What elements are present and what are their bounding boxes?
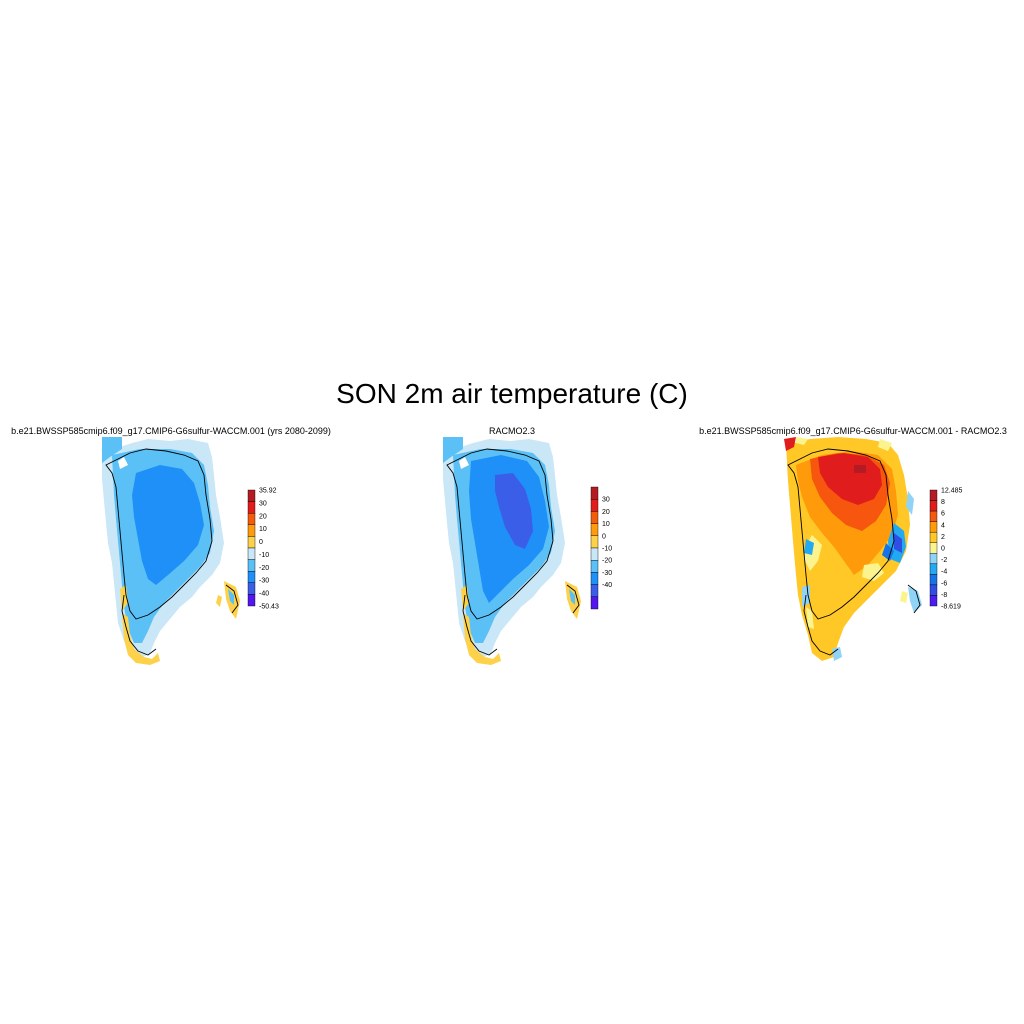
colorbar-swatch (929, 489, 938, 501)
colorbar-swatch (929, 553, 938, 565)
colorbar-swatch (247, 594, 256, 607)
colorbar-label: -40 (259, 591, 269, 598)
colorbar-label: 8 (941, 499, 945, 506)
colorbar-swatch (929, 595, 938, 607)
greenland-shading (102, 437, 240, 665)
colorbar-label: -10 (602, 546, 612, 553)
colorbar-swatch (929, 521, 938, 533)
colorbar-label: -2 (941, 557, 947, 564)
coastline (446, 448, 554, 620)
colorbar-swatch (929, 500, 938, 512)
colorbar-swatch (590, 572, 599, 585)
colorbar-label: 30 (602, 497, 610, 504)
colorbar-label: 35.92 (259, 488, 277, 495)
colorbar-label: -6 (941, 580, 947, 587)
svalbard-coastline (907, 584, 921, 614)
colorbar-swatch (247, 547, 256, 560)
map-panel-racmo (443, 437, 581, 665)
colorbar-label: 30 (259, 500, 267, 507)
figure-title: SON 2m air temperature (C) (336, 378, 688, 409)
colorbar-label: -20 (259, 565, 269, 572)
colorbar-swatch (247, 536, 256, 549)
colorbar-label: 0 (259, 539, 263, 546)
colorbar-swatch (929, 510, 938, 522)
colorbar-label: 2 (941, 534, 945, 541)
colorbar-swatch (929, 563, 938, 575)
map-panel-model (102, 437, 240, 665)
colorbar-swatch (247, 582, 256, 595)
panel-title-difference: b.e21.BWSSP585cmip6.f09_g17.CMIP6-G6sulf… (699, 426, 1007, 436)
colorbar-swatch (590, 584, 599, 597)
greenland-shading (443, 437, 581, 665)
colorbar-label: 20 (259, 513, 267, 520)
colorbar-label: 10 (602, 521, 610, 528)
southern-coastline (803, 594, 839, 656)
colorbar-swatch (929, 542, 938, 554)
svalbard-coastline (225, 584, 239, 614)
colorbar-swatch (929, 584, 938, 596)
colorbar-swatch (590, 559, 599, 573)
coastline (105, 448, 213, 620)
coastline (787, 448, 895, 620)
difference-shading (784, 437, 922, 661)
panel-title-model: b.e21.BWSSP585cmip6.f09_g17.CMIP6-G6sulf… (11, 426, 331, 436)
colorbar-label: 6 (941, 511, 945, 518)
colorbar-swatch (247, 489, 256, 502)
colorbar-swatch (590, 535, 599, 549)
colorbar-swatch (590, 596, 599, 610)
colorbar-swatch (590, 498, 599, 512)
southern-coastline (121, 594, 157, 656)
colorbar-label: -8.619 (941, 604, 961, 611)
panel-title-racmo: RACMO2.3 (488, 426, 536, 436)
colorbar-swatch (929, 531, 938, 543)
colorbar-swatch (590, 547, 599, 561)
colorbar-label: -20 (602, 558, 612, 565)
southern-coastline (462, 594, 498, 656)
colorbar-swatch (590, 523, 599, 536)
colorbar-label: 4 (941, 522, 945, 529)
svalbard-coastline (566, 584, 580, 614)
colorbar-label: -30 (259, 578, 269, 585)
colorbar-difference: 12.485 8 6 4 2 0 -2 -4 -6 -8 -8.619 (929, 488, 963, 611)
colorbar-swatch (590, 511, 599, 524)
colorbar-label: 10 (259, 526, 267, 533)
colorbar-swatch (247, 559, 256, 572)
colorbar-label: -10 (259, 552, 269, 559)
colorbar-model: 35.92 30 20 10 0 -10 -20 -30 -40 -50.43 (247, 488, 279, 611)
colorbar-label: -4 (941, 569, 947, 576)
colorbar-label: -40 (602, 582, 612, 589)
colorbar-label: -8 (941, 592, 947, 599)
colorbar-racmo: 30 20 10 0 -10 -20 -30 -40 (590, 486, 612, 610)
colorbar-label: 0 (941, 546, 945, 553)
colorbar-label: -30 (602, 570, 612, 577)
colorbar-label: 20 (602, 509, 610, 516)
map-panel-difference (784, 437, 922, 661)
colorbar-label: -50.43 (259, 604, 279, 611)
colorbar-swatch (247, 524, 256, 537)
colorbar-label: 0 (602, 533, 606, 540)
colorbar-swatch (247, 513, 256, 526)
colorbar-label: 12.485 (941, 488, 963, 495)
colorbar-swatch (929, 574, 938, 586)
colorbar-swatch (590, 486, 599, 500)
colorbar-swatch (247, 570, 256, 583)
colorbar-swatch (247, 501, 256, 514)
